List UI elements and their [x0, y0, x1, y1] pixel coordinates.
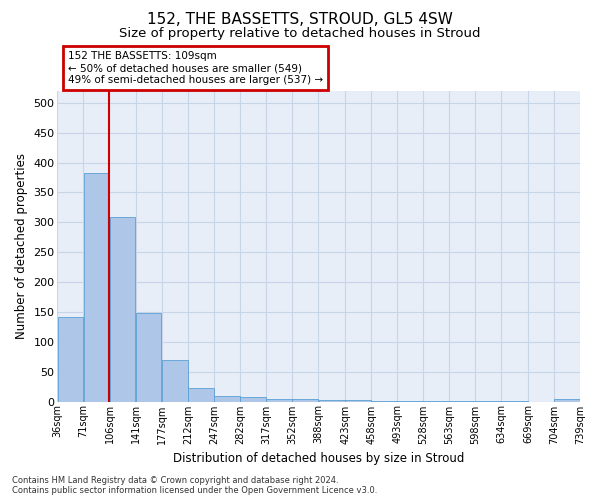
Bar — [319, 400, 345, 402]
Bar — [241, 396, 266, 402]
Bar — [292, 399, 318, 402]
Bar — [475, 401, 501, 402]
Bar — [83, 172, 109, 402]
Bar — [449, 401, 475, 402]
Text: 152 THE BASSETTS: 109sqm
← 50% of detached houses are smaller (549)
49% of semi-: 152 THE BASSETTS: 109sqm ← 50% of detach… — [68, 52, 323, 84]
Bar — [110, 217, 136, 402]
Bar — [371, 401, 397, 402]
Bar — [58, 316, 83, 402]
Y-axis label: Number of detached properties: Number of detached properties — [15, 153, 28, 339]
Bar — [554, 399, 580, 402]
Text: 152, THE BASSETTS, STROUD, GL5 4SW: 152, THE BASSETTS, STROUD, GL5 4SW — [147, 12, 453, 28]
Bar — [423, 401, 449, 402]
Text: Contains HM Land Registry data © Crown copyright and database right 2024.
Contai: Contains HM Land Registry data © Crown c… — [12, 476, 377, 495]
Bar — [136, 312, 161, 402]
Bar — [163, 360, 188, 402]
Bar — [502, 401, 528, 402]
Bar — [345, 400, 371, 402]
X-axis label: Distribution of detached houses by size in Stroud: Distribution of detached houses by size … — [173, 452, 464, 465]
Bar — [214, 396, 240, 402]
Text: Size of property relative to detached houses in Stroud: Size of property relative to detached ho… — [119, 28, 481, 40]
Bar — [266, 398, 292, 402]
Bar — [397, 401, 423, 402]
Bar — [188, 388, 214, 402]
